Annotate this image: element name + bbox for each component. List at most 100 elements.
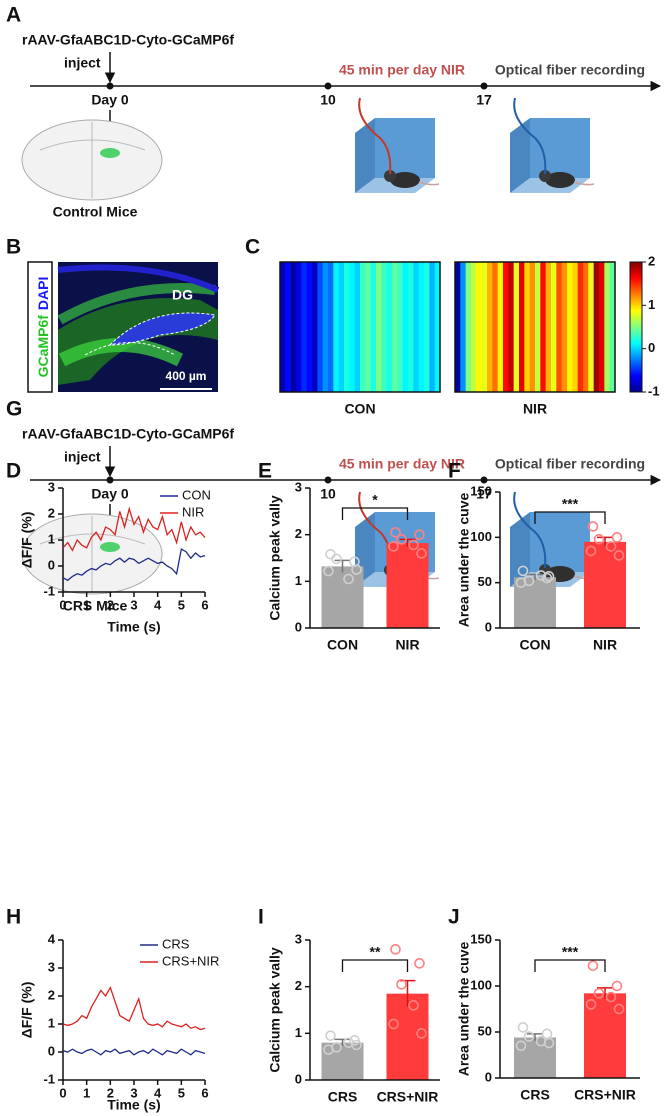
significance-label: *** (562, 944, 579, 960)
timeline-dot (324, 82, 332, 90)
x-tick-label: CON (327, 637, 358, 653)
heatmap-cell (593, 262, 600, 392)
data-point (613, 1003, 625, 1015)
heatmap-cell (465, 262, 472, 392)
heatmap-cell (317, 262, 323, 392)
bar (321, 1042, 364, 1080)
colorbar (629, 261, 643, 393)
error-bar (527, 573, 543, 580)
mouse-tail (573, 181, 595, 186)
data-point (396, 534, 407, 545)
heatmap-cell (408, 262, 414, 392)
box-back (530, 118, 590, 178)
data-point (517, 1022, 529, 1033)
colorbar-tick-label: -1 (648, 383, 660, 398)
heatmap-cell (487, 262, 493, 392)
treatment-label: 45 min per day NIR (339, 62, 465, 78)
y-tick-label: 3 (48, 959, 55, 974)
heatmap-cell (322, 262, 329, 392)
error-bar (334, 559, 351, 573)
bar (386, 993, 429, 1080)
y-tick-label: 3 (295, 479, 302, 494)
optic-fiber (513, 491, 547, 569)
x-tick-label: 1 (83, 1085, 90, 1100)
data-point (541, 572, 553, 584)
colorbar-tick-label: 1 (648, 297, 655, 312)
data-point (593, 988, 605, 999)
y-tick-label: 0 (295, 1071, 302, 1086)
y-tick-label: -1 (43, 1071, 55, 1086)
heatmap-cell (545, 262, 552, 392)
stain-box (27, 261, 53, 393)
heatmap-cell (418, 262, 425, 392)
stain-green: GCaMP6f (35, 315, 51, 378)
x-tick-label: 2 (107, 597, 114, 612)
x-axis-label: Time (s) (107, 1097, 160, 1113)
data-point (414, 958, 425, 969)
data-point (408, 1000, 419, 1011)
data-point (390, 944, 401, 955)
data-point (611, 980, 623, 992)
region-label: DG (172, 287, 193, 303)
data-point (388, 1018, 399, 1030)
trace (62, 1048, 206, 1056)
timeline-dot (480, 82, 488, 90)
data-point (523, 1031, 535, 1042)
data-point (515, 1040, 527, 1052)
error-bar (597, 987, 613, 999)
stain-blue: DAPI (35, 277, 51, 310)
timeline-dot (480, 476, 488, 484)
heatmap-cell (599, 262, 605, 392)
heatmap-label: NIR (523, 401, 547, 417)
data-point (325, 1030, 336, 1041)
mouse-head (384, 170, 396, 182)
injection-site (100, 148, 120, 158)
heatmap-cell (460, 262, 466, 392)
x-tick-label: CRS (328, 1089, 358, 1105)
y-tick-label: 0 (485, 619, 492, 634)
stain-label: GCaMP6f DAPI (35, 277, 51, 378)
trace (62, 986, 206, 1031)
day-label: 10 (320, 486, 336, 502)
heatmap-cell (290, 262, 297, 392)
optic-fiber (358, 97, 392, 175)
y-tick-label: 4 (48, 931, 56, 946)
heatmap-cell (508, 262, 514, 392)
heatmap-cell (556, 262, 562, 392)
day-label: 17 (476, 92, 492, 108)
data-point (323, 565, 334, 577)
heatmap-cell (572, 262, 578, 392)
data-point (515, 577, 527, 588)
data-point (585, 545, 597, 557)
heatmap-cell (296, 262, 302, 392)
data-point (323, 1044, 334, 1055)
legend-label: CRS+NIR (162, 953, 219, 968)
mouse-body (545, 172, 575, 188)
x-tick-label: 3 (130, 1085, 137, 1100)
heatmap-cell (604, 262, 610, 392)
box-side (510, 118, 530, 193)
panel-label: A (6, 4, 21, 27)
x-tick-label: 4 (154, 1085, 162, 1100)
vector-label: rAAV-GfaABC1D-Cyto-GCaMP6f (22, 426, 234, 442)
data-point (331, 553, 342, 565)
x-tick-label: 1 (83, 597, 90, 612)
timeline-dot (106, 82, 114, 90)
heatmap-cell (312, 262, 318, 392)
data-point (593, 533, 605, 545)
data-point (416, 1028, 427, 1039)
heatmap-cell (551, 262, 557, 392)
significance-label: *** (562, 496, 579, 512)
y-tick-label: 50 (478, 574, 492, 589)
y-tick-label: 3 (48, 479, 55, 494)
panel-label: C (245, 236, 260, 259)
y-tick-label: 0 (48, 1043, 55, 1058)
heatmap-cell (376, 262, 382, 392)
heatmap-cell (434, 262, 441, 392)
panel-label: B (6, 236, 21, 259)
y-tick-label: 0 (48, 557, 55, 572)
heatmap-cell (524, 262, 530, 392)
y-tick-label: 1 (295, 573, 302, 588)
data-point (611, 532, 623, 543)
